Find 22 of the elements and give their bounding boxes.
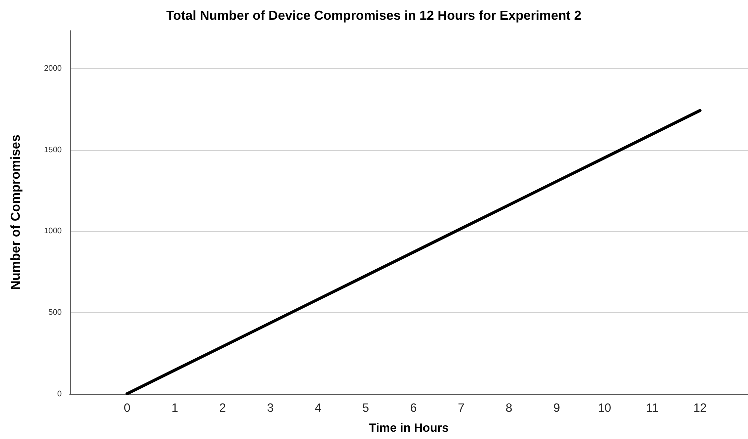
x-tick-label: 9 (554, 401, 561, 415)
y-tick-label: 500 (48, 308, 63, 318)
x-axis-title: Time in Hours (369, 421, 450, 435)
x-tick-label: 1 (172, 401, 179, 415)
y-tick-label: 2000 (44, 64, 63, 73)
y-axis-title: Number of Compromises (8, 134, 23, 290)
x-tick-label: 11 (646, 401, 660, 415)
x-tick-label: 12 (694, 401, 708, 415)
x-tick-label: 10 (598, 401, 612, 415)
line-series (126, 109, 702, 396)
x-tick-label: 5 (362, 401, 370, 415)
x-tick-label: 2 (219, 401, 226, 415)
x-tick-label: 6 (410, 401, 418, 415)
x-tick-label: 8 (506, 401, 513, 415)
y-tick-label: 1500 (44, 145, 63, 154)
x-tick-label: 7 (458, 401, 466, 415)
y-tick-label: 0 (58, 390, 63, 398)
x-tick-label: 0 (124, 401, 131, 415)
x-tick-label: 3 (267, 401, 274, 415)
chart-title: Total Number of Device Compromises in 12 Hours for Experiment 2 (166, 8, 582, 23)
x-tick-label: 4 (314, 401, 322, 415)
y-tick-label: 1000 (44, 226, 63, 236)
